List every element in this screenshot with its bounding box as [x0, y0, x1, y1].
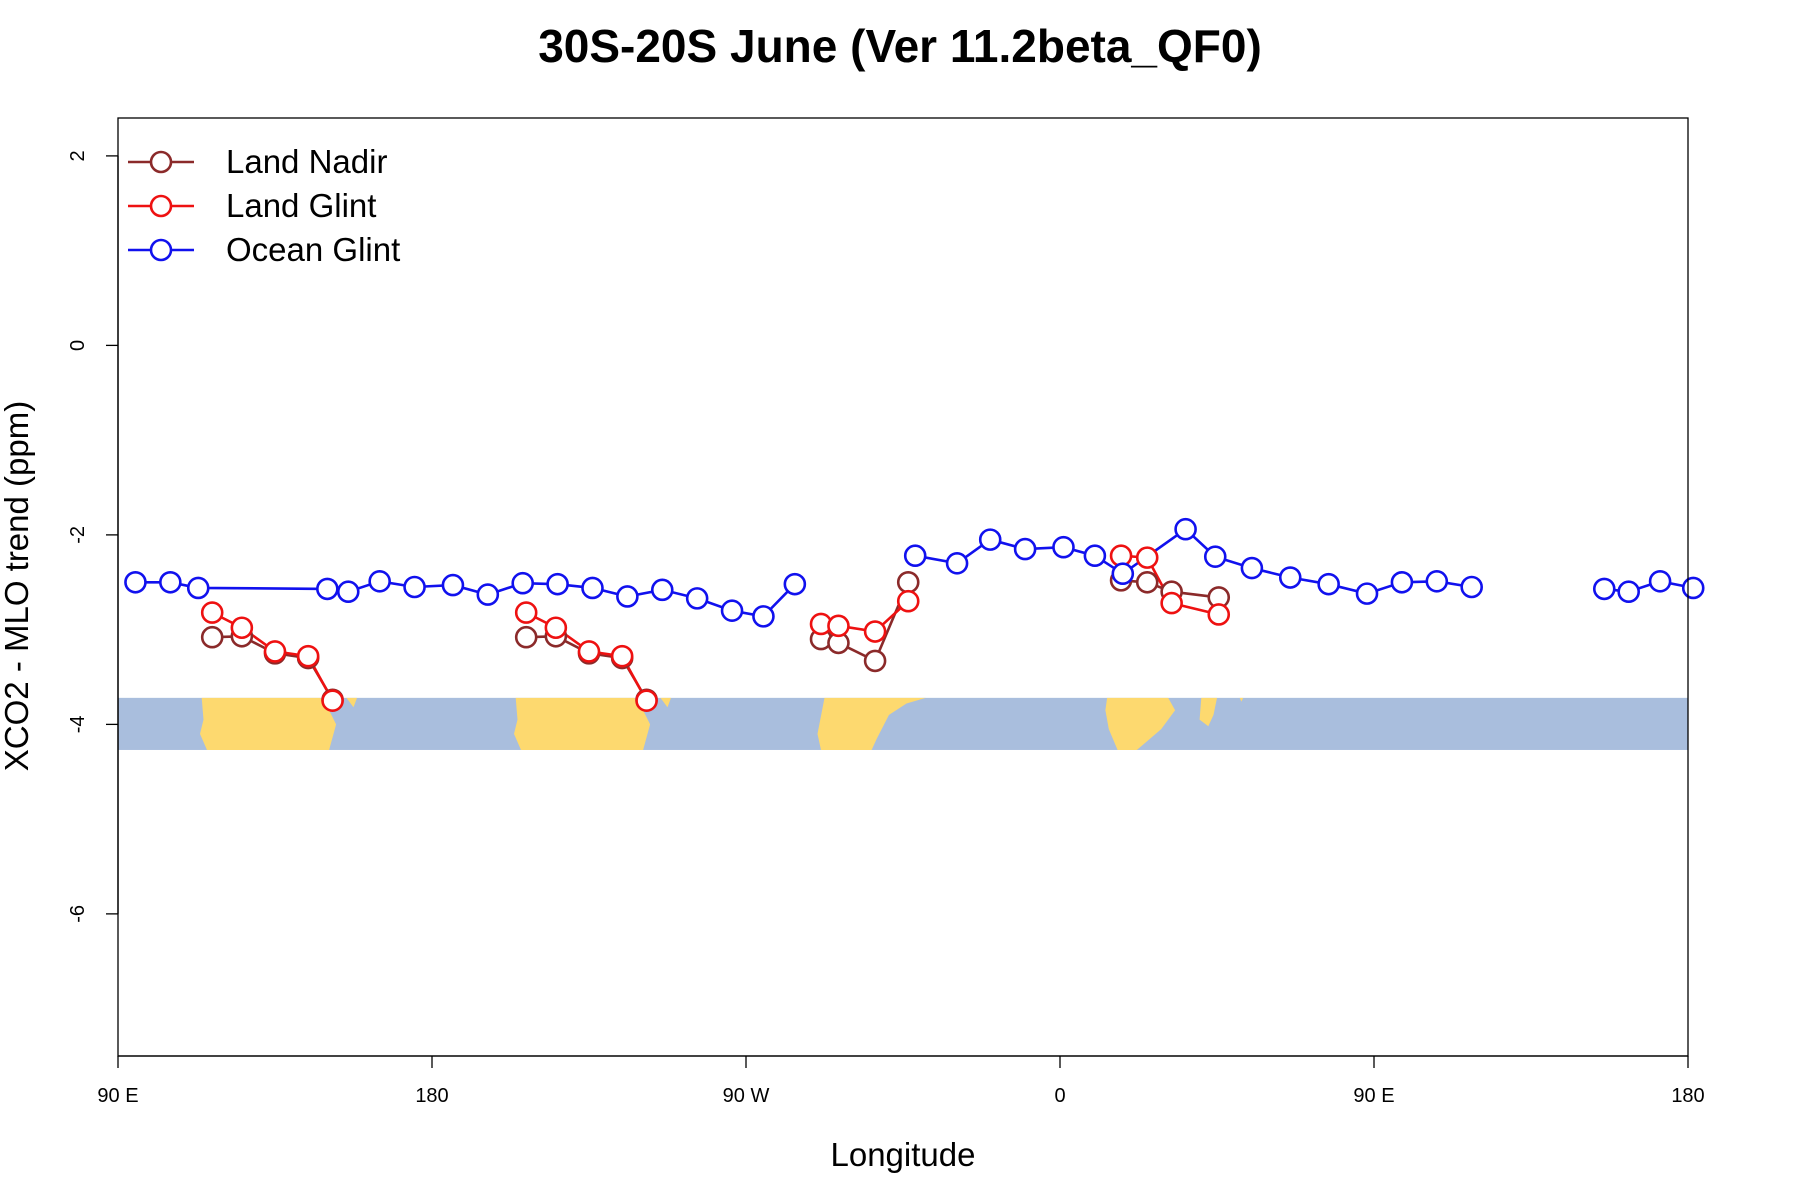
legend-marker — [149, 238, 173, 262]
ocean-glint-point — [316, 577, 339, 601]
ocean-glint-point — [1240, 556, 1264, 580]
ocean-glint-point — [368, 570, 391, 593]
ocean-glint-point — [1617, 580, 1640, 604]
land-glint-point — [230, 616, 254, 640]
legend: Land Nadir Land Glint Ocean Glint — [128, 143, 400, 268]
map-land — [514, 697, 651, 750]
map-ocean — [118, 697, 1688, 750]
land-glint-point — [1160, 591, 1183, 615]
map-land — [268, 707, 271, 712]
map-strip — [118, 697, 1688, 750]
x-tick-label: 180 — [415, 1085, 448, 1107]
land-nadir-line — [1121, 579, 1219, 599]
land-nadir-point — [200, 625, 224, 649]
ocean-glint-point — [186, 576, 210, 600]
ocean-glint-point — [441, 573, 465, 597]
land-glint-point — [321, 689, 344, 712]
land-nadir-point — [1135, 570, 1159, 594]
ocean-glint-point — [1111, 562, 1135, 586]
land-nadir-point — [896, 570, 920, 594]
land-glint-point — [544, 616, 568, 640]
ocean-glint-point — [1083, 544, 1107, 568]
x-tick-label: 90 E — [97, 1085, 138, 1107]
ocean-glint-point — [1013, 537, 1037, 561]
ocean-glint-line — [1604, 579, 1694, 594]
ocean-glint-point — [903, 544, 927, 568]
land-glint-point — [296, 644, 320, 668]
map-land — [1105, 697, 1176, 750]
x-axis: 90 E 180 90 W 0 90 E 180 — [97, 1055, 1705, 1107]
ocean-glint-point — [978, 528, 1002, 551]
legend-label: Land Glint — [226, 187, 376, 224]
ocean-glint-point — [1648, 570, 1672, 593]
x-axis-label: Longitude — [831, 1136, 976, 1173]
ocean-glint-point — [1460, 575, 1483, 599]
map-land — [346, 697, 357, 708]
land-glint-point — [200, 601, 224, 624]
land-glint-line — [1121, 554, 1220, 616]
ocean-glint-point — [720, 599, 744, 622]
ocean-glint-point — [1278, 566, 1302, 589]
ocean-glint-point — [1681, 576, 1705, 600]
ocean-glint-point — [511, 571, 535, 595]
ocean-glint-point — [1317, 572, 1340, 596]
map-land — [817, 697, 926, 750]
x-tick-label: 180 — [1671, 1085, 1704, 1107]
ocean-glint-point — [336, 580, 360, 604]
land-glint-point — [577, 640, 601, 663]
ocean-glint-point — [581, 576, 604, 600]
legend-label: Land Nadir — [226, 143, 387, 180]
legend-marker — [149, 150, 173, 174]
ocean-glint-point — [1052, 535, 1075, 559]
ocean-glint-point — [1355, 582, 1379, 605]
map-land — [200, 697, 337, 750]
map-land — [660, 697, 671, 708]
y-tick-label: -4 — [67, 715, 89, 733]
ocean-glint-point — [650, 578, 674, 602]
ocean-glint-point — [476, 583, 500, 606]
land-glint-point — [1135, 546, 1159, 569]
land-glint-point — [896, 589, 920, 613]
map-land — [1199, 697, 1217, 727]
legend-marker — [149, 194, 173, 218]
x-tick-label: 90 E — [1353, 1085, 1394, 1107]
ocean-glint-point — [1592, 577, 1616, 601]
land-glint-point — [1207, 603, 1231, 626]
ocean-glint-point — [1425, 570, 1449, 593]
y-tick-label: -2 — [67, 526, 89, 544]
ocean-glint-point — [1390, 570, 1414, 594]
x-tick-label: 90 W — [723, 1085, 770, 1107]
y-axis: 2 0 -2 -4 -6 — [67, 150, 119, 923]
series-layer — [124, 517, 1705, 712]
ocean-glint-point — [752, 605, 775, 628]
chart-title: 30S-20S June (Ver 11.2beta_QF0) — [538, 20, 1262, 72]
ocean-glint-point — [159, 570, 182, 594]
ocean-glint-point — [124, 570, 147, 594]
y-axis-label: XCO2 - MLO trend (ppm) — [0, 401, 35, 771]
ocean-glint-point — [783, 572, 807, 596]
ocean-glint-point — [1203, 545, 1227, 568]
ocean-glint-point — [546, 572, 569, 596]
land-glint-point — [827, 614, 850, 638]
ocean-glint-point — [945, 552, 969, 575]
y-tick-label: -6 — [67, 905, 89, 923]
x-tick-label: 0 — [1054, 1085, 1065, 1107]
y-tick-label: 2 — [67, 150, 89, 161]
ocean-glint-point — [685, 587, 709, 610]
y-tick-label: 0 — [67, 340, 89, 351]
legend-label: Ocean Glint — [226, 231, 400, 268]
land-glint-point — [610, 644, 634, 668]
land-glint-point — [635, 689, 658, 712]
map-land — [1239, 697, 1244, 702]
ocean-glint-point — [616, 585, 639, 608]
land-glint-point — [514, 601, 538, 624]
land-glint-point — [263, 640, 287, 663]
land-nadir-point — [514, 625, 538, 649]
ocean-glint-line — [914, 527, 1472, 595]
ocean-glint-point — [1174, 517, 1197, 541]
land-glint-point — [863, 620, 887, 643]
ocean-glint-point — [403, 575, 426, 599]
land-nadir-point — [863, 649, 887, 673]
